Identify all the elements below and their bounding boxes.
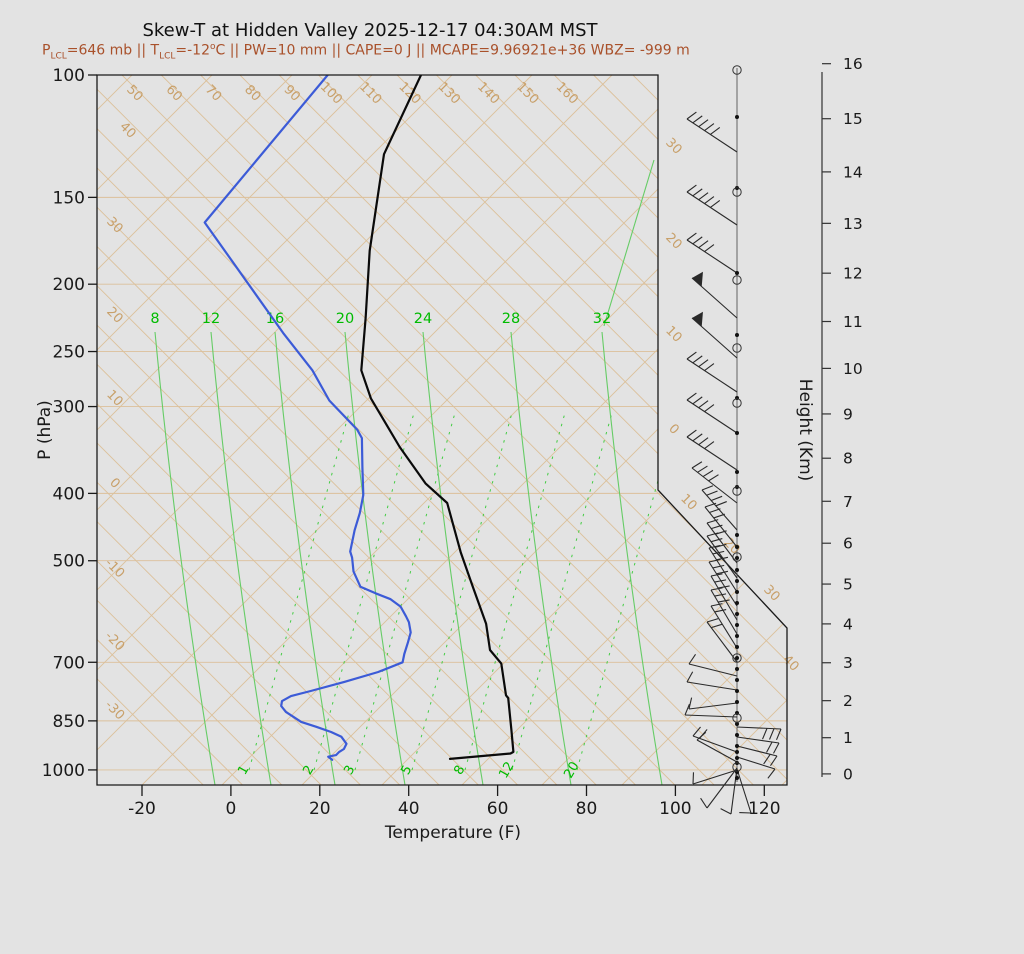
svg-text:20: 20 (720, 535, 742, 557)
svg-text:8: 8 (150, 311, 159, 327)
svg-text:700: 700 (53, 653, 85, 673)
background-gridlines (0, 75, 1024, 785)
svg-text:3: 3 (843, 654, 853, 672)
height-axis-label: Height (Km) (795, 379, 815, 482)
svg-text:12: 12 (202, 311, 220, 327)
pressure-axis-label: P (hPa) (35, 400, 55, 460)
subtitle-segment: =646 mb || T (67, 43, 159, 59)
chart-title: Skew-T at Hidden Valley 2025-12-17 04:30… (0, 20, 740, 41)
svg-text:3: 3 (341, 763, 358, 778)
svg-text:6: 6 (843, 535, 853, 553)
svg-text:-30: -30 (102, 698, 128, 724)
pennant-flag (692, 272, 703, 287)
svg-text:40: 40 (779, 652, 801, 674)
svg-text:10: 10 (843, 360, 863, 378)
svg-text:2: 2 (843, 692, 853, 710)
svg-text:400: 400 (53, 484, 85, 504)
svg-text:12: 12 (843, 265, 863, 283)
svg-text:850: 850 (53, 712, 85, 732)
svg-text:4: 4 (843, 615, 853, 633)
svg-text:130: 130 (435, 79, 463, 107)
svg-text:0: 0 (106, 475, 122, 491)
svg-text:150: 150 (513, 79, 541, 107)
svg-text:150: 150 (53, 188, 85, 208)
svg-text:20: 20 (103, 304, 125, 326)
svg-text:200: 200 (53, 275, 85, 295)
svg-text:40: 40 (116, 119, 138, 141)
svg-text:500: 500 (53, 552, 85, 572)
svg-text:120: 120 (395, 79, 423, 107)
chart-subtitle: PLCL=646 mb || TLCL=-12oC || PW=10 mm ||… (42, 42, 690, 61)
svg-text:0: 0 (843, 765, 853, 783)
svg-text:10: 10 (662, 323, 684, 345)
subtitle-segment: LCL (50, 51, 66, 61)
svg-text:0: 0 (665, 421, 681, 437)
svg-text:250: 250 (53, 343, 85, 363)
svg-text:30: 30 (103, 214, 125, 236)
svg-text:2: 2 (300, 763, 317, 778)
svg-text:10: 10 (677, 491, 699, 513)
subtitle-segment: =-12 (175, 43, 210, 59)
svg-text:16: 16 (843, 55, 863, 73)
subtitle-segment: LCL (159, 51, 175, 61)
svg-text:140: 140 (474, 79, 502, 107)
wind-barb-column (685, 66, 781, 814)
temperature-axis-label: Temperature (F) (384, 823, 521, 843)
svg-text:20: 20 (309, 799, 331, 819)
svg-text:80: 80 (576, 799, 598, 819)
svg-text:90: 90 (281, 82, 303, 104)
svg-text:13: 13 (843, 215, 863, 233)
svg-text:60: 60 (487, 799, 509, 819)
svg-text:160: 160 (553, 79, 581, 107)
svg-text:12: 12 (496, 759, 517, 781)
temperature-curve (361, 75, 513, 759)
svg-text:14: 14 (843, 163, 863, 181)
svg-text:60: 60 (163, 82, 185, 104)
svg-text:1: 1 (235, 763, 252, 778)
svg-text:20: 20 (662, 230, 684, 252)
svg-text:11: 11 (843, 313, 863, 331)
svg-text:30: 30 (760, 582, 782, 604)
svg-text:110: 110 (356, 79, 384, 107)
svg-text:1000: 1000 (42, 761, 85, 781)
svg-text:120: 120 (748, 799, 780, 819)
svg-text:0: 0 (225, 799, 236, 819)
svg-text:32: 32 (593, 311, 611, 327)
svg-text:40: 40 (398, 799, 420, 819)
svg-text:28: 28 (502, 311, 520, 327)
pennant-flag (692, 312, 703, 327)
svg-text:-20: -20 (128, 799, 156, 819)
svg-text:7: 7 (843, 493, 853, 511)
svg-text:24: 24 (414, 311, 432, 327)
svg-text:100: 100 (53, 66, 85, 86)
svg-text:20: 20 (336, 311, 354, 327)
svg-text:-10: -10 (102, 556, 128, 582)
svg-text:1: 1 (843, 729, 853, 747)
svg-text:5: 5 (398, 763, 415, 778)
svg-text:-20: -20 (102, 629, 128, 655)
svg-text:300: 300 (53, 398, 85, 418)
svg-text:80: 80 (241, 82, 263, 104)
svg-text:9: 9 (843, 405, 853, 423)
svg-text:70: 70 (202, 82, 224, 104)
svg-text:50: 50 (123, 82, 145, 104)
svg-text:8: 8 (451, 763, 468, 778)
svg-text:5: 5 (843, 576, 853, 594)
svg-text:100: 100 (659, 799, 691, 819)
svg-text:30: 30 (662, 135, 684, 157)
svg-text:15: 15 (843, 110, 863, 128)
subtitle-segment: C || PW=10 mm || CAPE=0 J || MCAPE=9.969… (216, 43, 690, 59)
svg-text:8: 8 (843, 450, 853, 468)
